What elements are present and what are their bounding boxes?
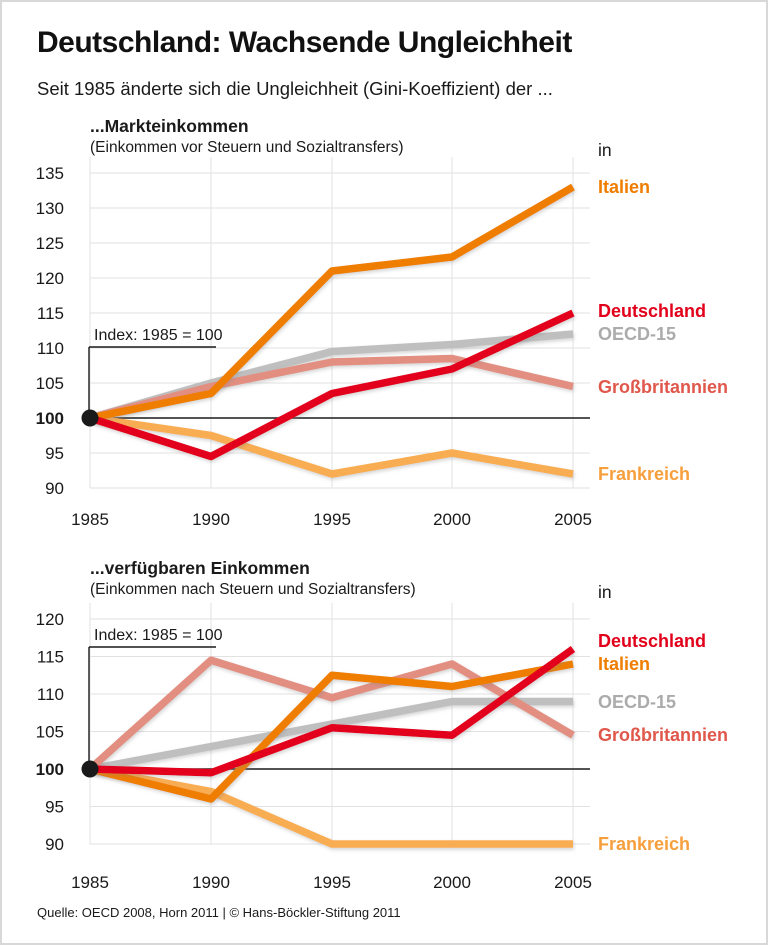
x-tick-label: 1985 [71, 510, 109, 529]
page-title: Deutschland: Wachsende Ungleichheit [37, 26, 572, 59]
index-note-text: Index: 1985 = 100 [94, 327, 223, 344]
index-base-dot [81, 409, 99, 427]
x-tick-label: 2005 [554, 510, 592, 529]
x-tick-label: 1985 [71, 873, 109, 892]
series-line-großbritannien [89, 354, 574, 422]
x-tick-label: 2005 [554, 873, 592, 892]
y-tick-label: 105 [36, 723, 64, 742]
line-chart-markteinkommen: Index: 1985 = 100 90 95 100 105 110 115 120 125 1… [36, 157, 592, 529]
series-line-frankreich [89, 765, 573, 848]
index-base-dot [81, 760, 99, 778]
series-line-italien [89, 660, 574, 803]
line-chart-verfuegbares-einkommen: Index: 1985 = 100 90 95 100 105 110 115 120 1985… [36, 603, 592, 892]
x-tick-label: 1990 [192, 510, 230, 529]
series-line-deutschland [89, 645, 576, 777]
y-tick-label: 95 [45, 798, 64, 817]
chart-subtitle-verfuegbares-einkommen: (Einkommen nach Steuern und Sozialtransf… [90, 581, 416, 598]
page-subtitle: Seit 1985 änderte sich die Ungleichheit … [37, 78, 553, 99]
series-line-großbritannien [87, 656, 575, 772]
y-tick-label: 100 [36, 409, 64, 428]
chart-title-markteinkommen: ...Markteinkommen [90, 116, 249, 136]
source-note: Quelle: OECD 2008, Horn 2011 | © Hans-Bö… [37, 905, 401, 920]
y-tick-label: 115 [37, 648, 64, 667]
series-line-deutschland [88, 309, 575, 461]
x-tick-label: 2000 [433, 510, 471, 529]
y-tick-label: 90 [45, 479, 64, 498]
x-tick-label: 1995 [313, 510, 351, 529]
index-note-text: Index: 1985 = 100 [94, 627, 223, 644]
y-tick-label: 115 [37, 304, 64, 323]
y-tick-label: 125 [36, 234, 64, 253]
y-tick-label: 120 [36, 610, 64, 629]
y-tick-label: 95 [45, 444, 64, 463]
chart-subtitle-markteinkommen: (Einkommen vor Steuern und Sozialtransfe… [90, 139, 404, 156]
legend-intro-label: in [598, 140, 612, 160]
x-tick-label: 2000 [433, 873, 471, 892]
series-line-italien [89, 183, 575, 422]
y-tick-label: 110 [37, 339, 64, 358]
chart-title-verfuegbares-einkommen: ...verfügbaren Einkommen [90, 558, 310, 578]
y-tick-label: 100 [36, 760, 64, 779]
legend-intro-label: in [598, 582, 612, 602]
y-tick-label: 135 [36, 164, 64, 183]
x-tick-label: 1995 [313, 873, 351, 892]
series-line-frankreich [89, 414, 574, 478]
y-tick-label: 105 [36, 374, 64, 393]
y-tick-label: 90 [45, 835, 64, 854]
y-tick-label: 130 [36, 199, 64, 218]
y-tick-label: 110 [37, 685, 64, 704]
y-tick-label: 120 [36, 269, 64, 288]
x-tick-label: 1990 [192, 873, 230, 892]
